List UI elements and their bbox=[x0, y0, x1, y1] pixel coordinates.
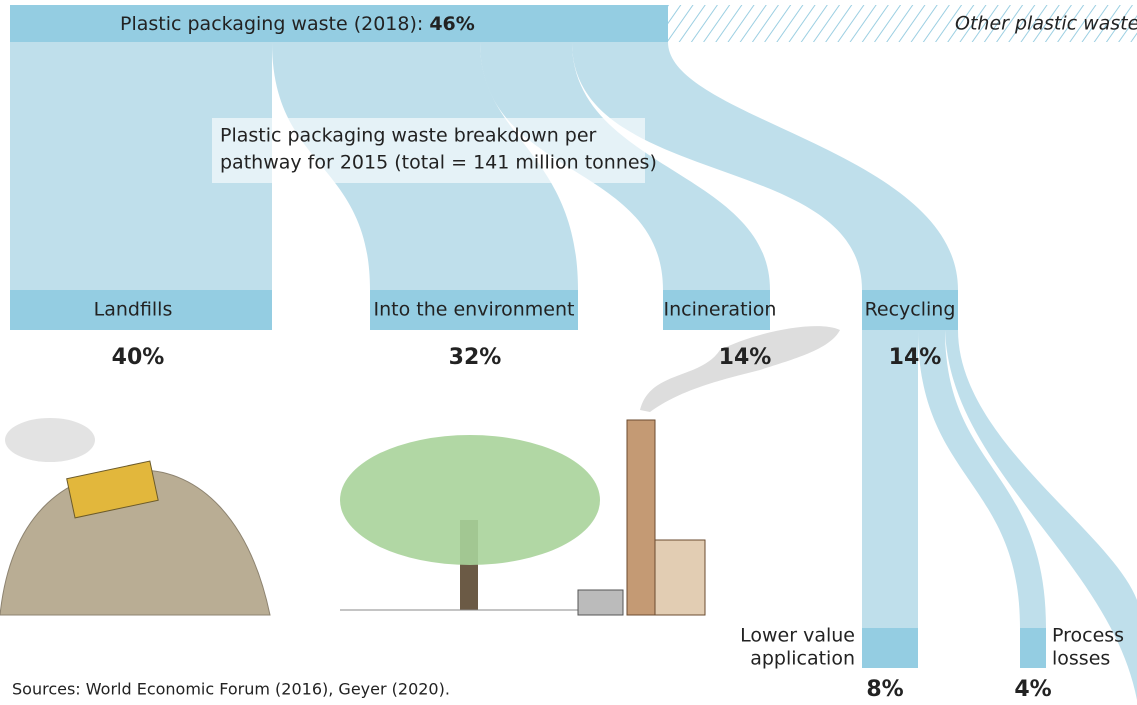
outcome-label: application bbox=[750, 648, 855, 670]
pathway-bar bbox=[663, 290, 770, 330]
flow-recycling bbox=[572, 42, 958, 290]
pathway-bar bbox=[10, 290, 272, 330]
incinerator-illustration bbox=[577, 326, 840, 616]
other-label: Other plastic waste bbox=[955, 13, 1137, 35]
pathway-bar bbox=[862, 290, 958, 330]
pathway-share: 14% bbox=[889, 345, 942, 370]
pathway-label: Incineration bbox=[664, 299, 777, 321]
pathway-bar bbox=[370, 290, 578, 330]
header-title: Plastic packaging waste (2018): 46% bbox=[120, 13, 475, 35]
source: Sources: World Economic Forum (2016), Ge… bbox=[12, 680, 450, 699]
flow-other bbox=[945, 330, 1137, 700]
top-bar bbox=[10, 5, 668, 42]
tree-illustration bbox=[340, 435, 610, 611]
note-line: pathway for 2015 (total = 141 million to… bbox=[220, 152, 657, 174]
outcome-bar bbox=[1020, 628, 1046, 668]
outcome-share: 4% bbox=[1014, 677, 1051, 702]
outcome-bar bbox=[862, 628, 918, 668]
flow-process-losses bbox=[918, 330, 1046, 628]
pathway-label: Into the environment bbox=[374, 299, 575, 321]
outcome-label: Lower value bbox=[740, 625, 855, 647]
header-share: 46% bbox=[429, 13, 474, 35]
pathway-share: 14% bbox=[719, 345, 772, 370]
pathway-label: Recycling bbox=[865, 299, 956, 321]
note-box bbox=[212, 118, 645, 183]
header-title-text: Plastic packaging waste (2018): bbox=[120, 13, 423, 35]
pathway-share: 40% bbox=[112, 345, 165, 370]
outcome-share: 8% bbox=[866, 677, 903, 702]
pathway-share: 32% bbox=[449, 345, 502, 370]
other-hatch bbox=[668, 5, 1137, 42]
landfill-illustration bbox=[0, 418, 271, 616]
note-line: Plastic packaging waste breakdown per bbox=[220, 125, 597, 147]
outcome-label: losses bbox=[1052, 648, 1110, 670]
flow-lower-value bbox=[862, 330, 918, 628]
pathway-label: Landfills bbox=[94, 299, 173, 321]
outcome-label: Process bbox=[1052, 625, 1124, 647]
